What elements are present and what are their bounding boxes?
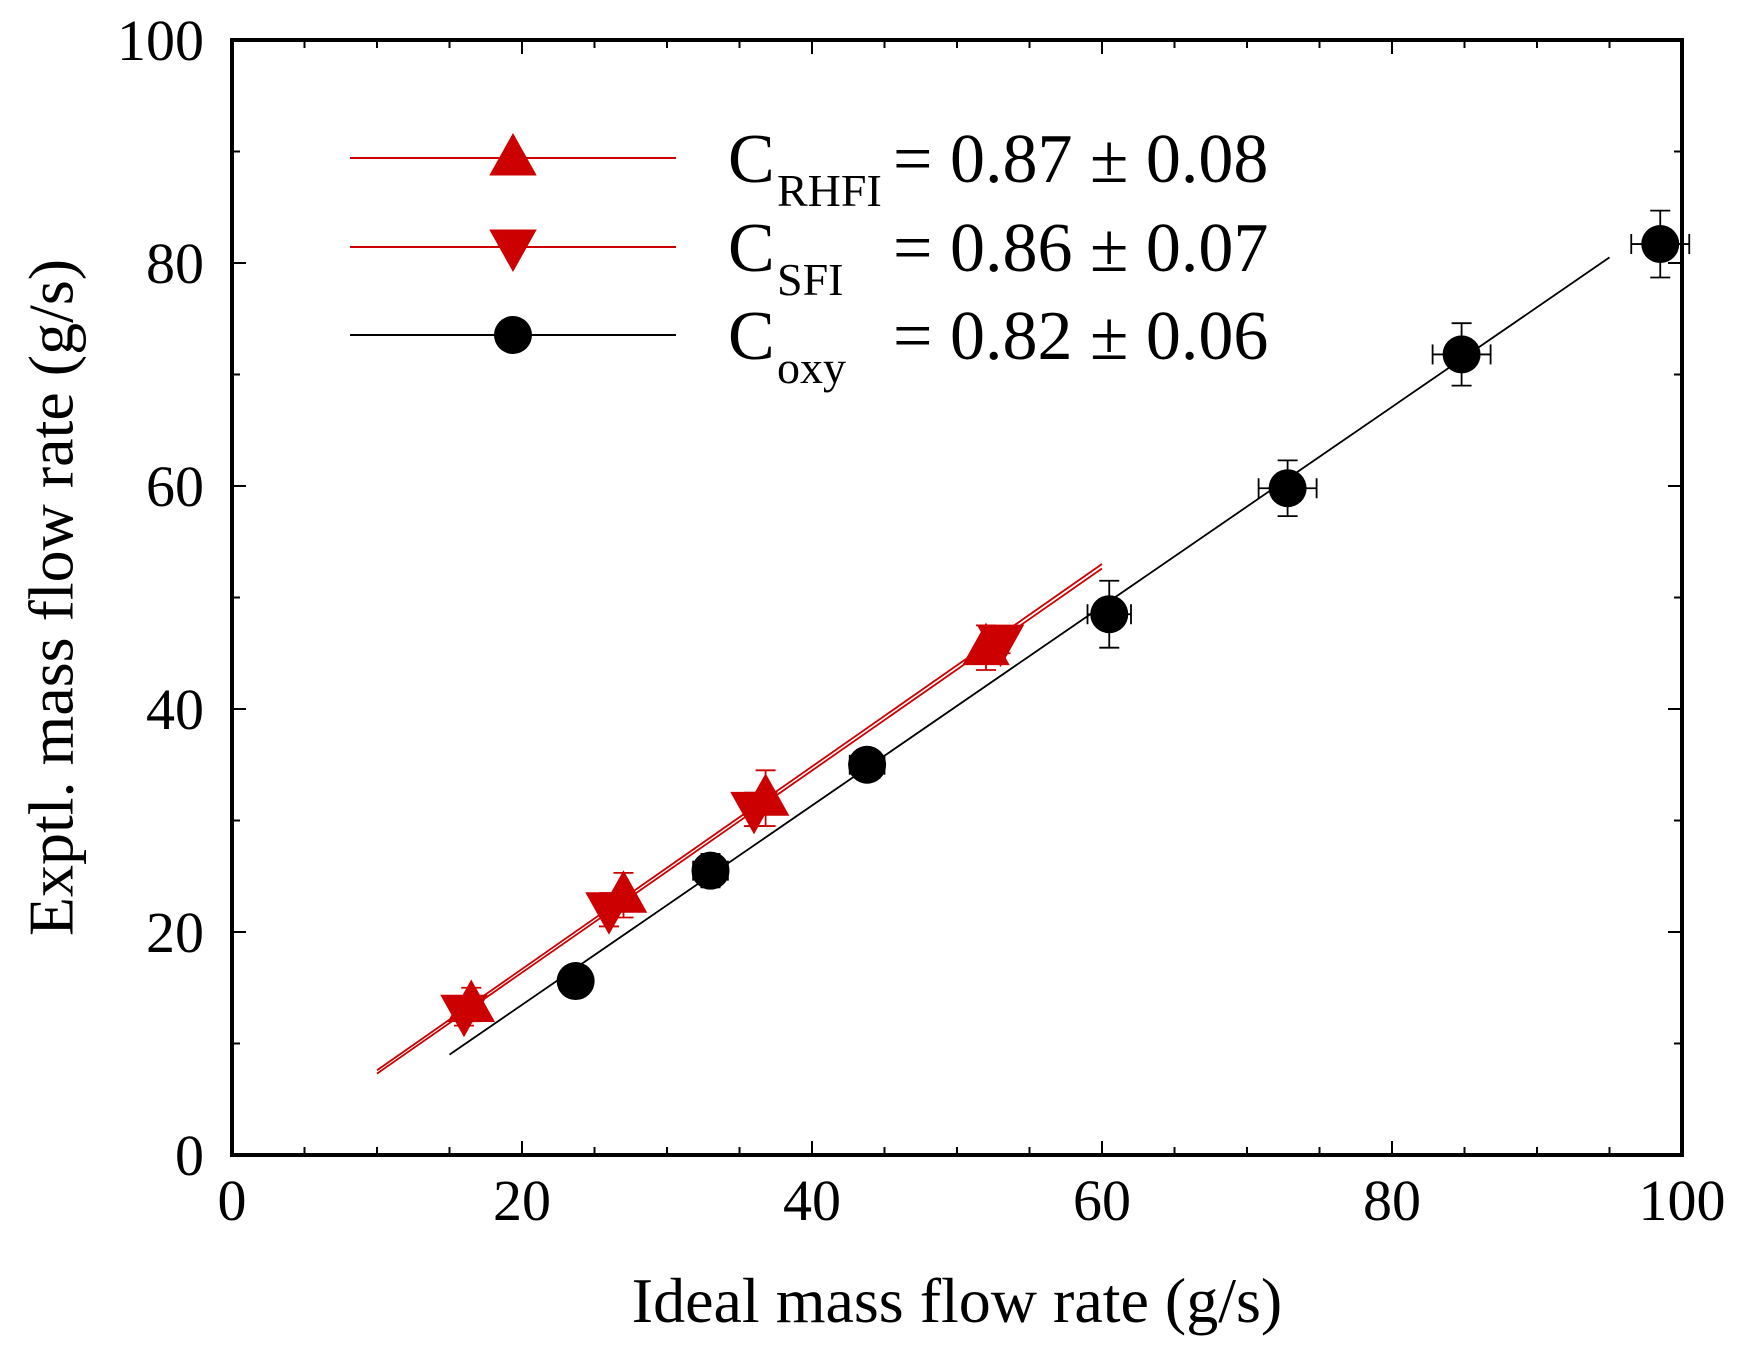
legend-label-sub: oxy — [777, 342, 846, 393]
x-axis-title: Ideal mass flow rate (g/s) — [632, 1265, 1282, 1336]
x-tick-label: 0 — [218, 1168, 247, 1233]
data-point-oxy — [1268, 469, 1307, 508]
data-point-oxy — [848, 745, 887, 784]
y-tick-label: 60 — [146, 454, 204, 519]
x-tick-labels: 0 20 40 60 80 100 — [218, 1168, 1726, 1233]
legend-label-value: = 0.82 ± 0.06 — [893, 298, 1268, 375]
legend-label-main: C — [728, 210, 775, 287]
x-tick-label: 100 — [1639, 1168, 1726, 1233]
data-point-oxy — [691, 851, 730, 890]
legend-marker-oxy — [494, 316, 532, 354]
data-point-sfi — [440, 994, 488, 1038]
legend-label-value: = 0.86 ± 0.07 — [893, 210, 1268, 287]
data-point-oxy — [556, 962, 595, 1001]
y-tick-label: 0 — [175, 1123, 204, 1188]
y-tick-label: 100 — [117, 8, 204, 73]
data-point-sfi — [585, 892, 633, 935]
x-tick-label: 40 — [783, 1168, 841, 1233]
legend-label-sub: RHFI — [777, 165, 882, 216]
data-markers — [440, 225, 1680, 1038]
data-point-oxy — [1641, 225, 1680, 264]
fit-line-oxy — [448, 256, 1611, 1056]
legend-label-value: = 0.87 ± 0.08 — [893, 121, 1268, 198]
x-tick-label: 20 — [493, 1168, 551, 1233]
data-point-sfi — [730, 791, 778, 835]
data-point-sfi — [976, 624, 1025, 668]
legend-label-main: C — [728, 121, 775, 198]
y-tick-labels: 0 20 40 60 80 100 — [117, 8, 204, 1188]
y-tick-label: 40 — [146, 677, 204, 742]
legend-label-main: C — [728, 298, 775, 375]
x-tick-label: 60 — [1073, 1168, 1131, 1233]
legend-label-sub: SFI — [777, 254, 843, 305]
data-point-oxy — [1090, 595, 1129, 634]
y-axis-title: Exptl. mass flow rate (g/s) — [16, 259, 87, 936]
x-tick-label: 80 — [1363, 1168, 1421, 1233]
fit-lines — [376, 256, 1611, 1075]
legend: C RHFI = 0.87 ± 0.08C SFI = 0.86 ± 0.07C oxy =… — [350, 121, 1268, 393]
data-point-oxy — [1442, 335, 1481, 374]
y-tick-label: 20 — [146, 900, 204, 965]
axis-ticks — [231, 39, 1683, 1156]
y-tick-label: 80 — [146, 231, 204, 296]
plot-frame — [230, 38, 1684, 1157]
legend-marker-sfi — [489, 229, 537, 272]
legend-marker-rhfi — [489, 133, 537, 176]
